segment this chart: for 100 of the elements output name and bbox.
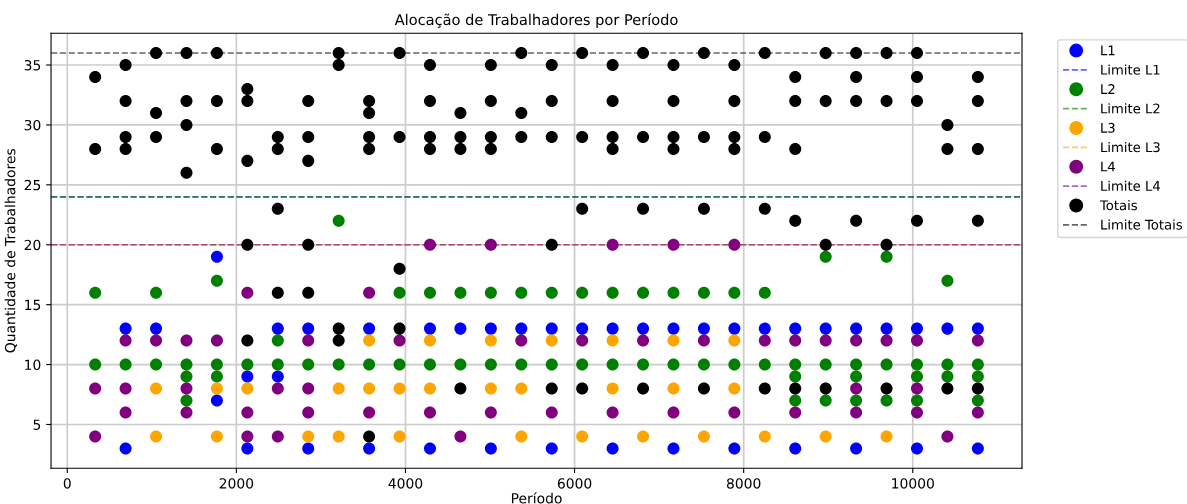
point [667,334,680,347]
point [423,238,437,251]
point [210,334,223,347]
point [119,382,132,395]
point [241,406,254,419]
point [758,430,771,443]
point [545,334,558,347]
point [880,430,893,443]
point [697,334,710,347]
point [363,322,376,335]
point [819,430,832,443]
point [728,442,741,455]
legend-label: Limite L2 [1101,103,1160,114]
point [302,334,315,347]
point [363,406,376,419]
point [393,334,406,347]
point [545,442,558,455]
point [728,238,741,251]
legend-label: Limite L3 [1101,141,1160,153]
point [393,430,406,443]
point [850,334,863,347]
point [789,442,802,455]
point [606,442,619,455]
y-tick-label: 10 [25,359,41,371]
point [210,394,223,407]
point [150,430,163,443]
x-tick-label: 0 [63,478,71,489]
point [728,322,741,335]
point [606,238,619,251]
point [606,322,619,335]
point [210,382,223,395]
point [576,334,589,347]
point [910,442,924,455]
y-tick-label: 15 [25,299,41,311]
point [271,322,284,335]
x-tick-label: 6000 [557,478,592,489]
point [850,442,863,455]
point [728,382,741,395]
point [667,406,680,419]
point [302,442,315,455]
y-tick-label: 30 [24,119,41,131]
point [302,382,315,395]
point [910,322,924,335]
y-axis-title: Quantidade de Trabalhadores [4,148,17,353]
point [423,382,437,395]
point [910,334,924,347]
y-tick-label: 20 [24,239,41,251]
point [484,322,497,335]
point [819,322,832,335]
point [576,322,589,335]
point [484,442,497,455]
point [89,430,102,443]
y-tick-label: 35 [24,59,41,71]
point [150,322,163,335]
point [667,442,680,455]
point [515,334,528,347]
x-axis-title: Período [511,492,562,504]
point [910,406,924,419]
point [850,322,863,335]
point [728,334,741,347]
x-tick-label: 4000 [388,478,423,489]
point [941,322,954,335]
x-tick-label: 10000 [892,478,934,489]
point [454,322,467,335]
point [576,430,589,443]
point [789,334,802,347]
legend-label: L1 [1101,45,1115,56]
legend-label: Limite L1 [1101,64,1160,75]
point [910,382,924,395]
legend-label: L3 [1101,122,1115,133]
point [180,382,193,395]
point [423,406,437,419]
point [758,322,771,335]
point [89,382,102,395]
point [119,442,132,455]
point [789,322,802,335]
point [819,334,832,347]
point [606,334,619,347]
point [515,382,528,395]
point [484,382,497,395]
point [667,238,680,251]
point [515,430,528,443]
point [393,382,406,395]
legend-label: L4 [1101,161,1115,172]
point [210,250,223,263]
legend-label: Limite L4 [1101,180,1160,191]
point [363,286,376,299]
point [423,442,437,455]
point [119,334,132,347]
point [484,238,497,251]
point [606,382,619,395]
legend-label: Totais [1099,200,1137,211]
point [850,382,863,395]
point [302,430,315,443]
point [241,382,254,395]
legend-label: L2 [1101,84,1115,94]
point [850,406,863,419]
point [302,322,315,335]
point [971,406,984,419]
point [271,382,284,395]
